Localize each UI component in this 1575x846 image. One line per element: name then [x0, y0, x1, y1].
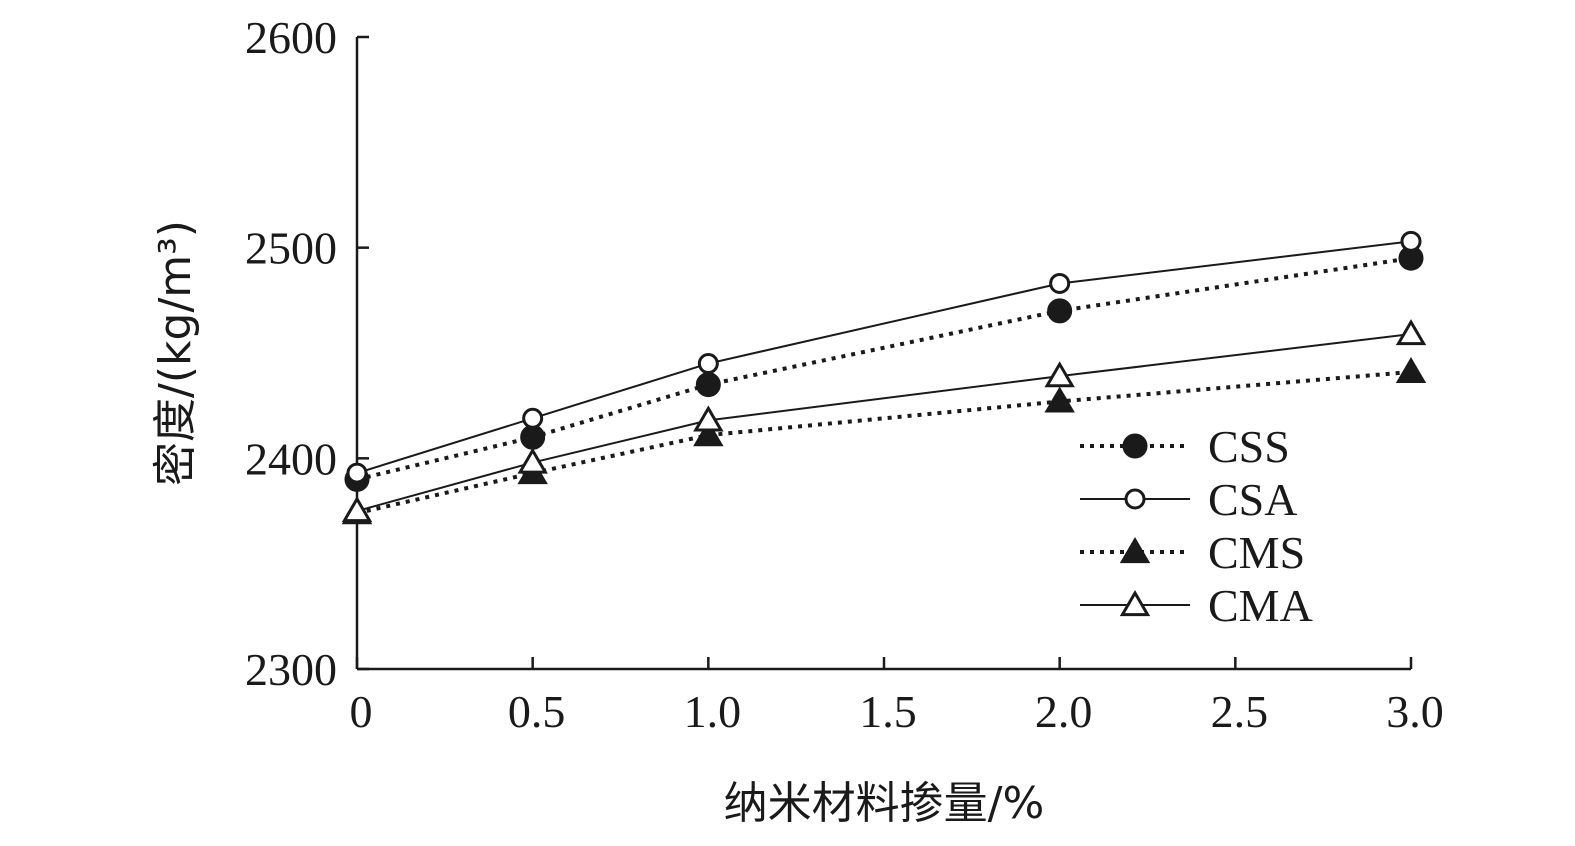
- triangle-filled-marker: [1395, 356, 1427, 384]
- circle-filled-marker: [1122, 433, 1148, 459]
- x-tick-label: 1.0: [684, 686, 742, 737]
- triangle-open-marker: [1395, 319, 1427, 346]
- series-cma: [341, 319, 1427, 523]
- triangle-filled-marker: [1044, 386, 1075, 413]
- triangle-open-marker: [341, 496, 373, 523]
- y-tick-label: 2600: [245, 12, 337, 63]
- triangle-filled-marker: [1119, 537, 1151, 564]
- circle-open-marker: [1049, 272, 1071, 294]
- triangle-filled-marker: [693, 420, 724, 447]
- x-tick-label: 2.0: [1035, 686, 1093, 737]
- circle-filled-marker: [1047, 298, 1073, 324]
- y-tick-label: 2300: [245, 644, 337, 695]
- x-tick-label: 0.5: [508, 686, 566, 737]
- y-axis-title: 密度/(kg/m³): [150, 220, 201, 486]
- circle-open-marker: [697, 353, 719, 375]
- circle-open-marker: [1400, 230, 1422, 252]
- triangle-open-marker: [1119, 590, 1151, 617]
- x-tick-label: 0: [350, 686, 373, 737]
- legend-label: CSS: [1208, 421, 1290, 472]
- series-layer: [341, 230, 1427, 525]
- series-line: [356, 256, 1412, 482]
- x-tick-label: 1.5: [859, 686, 917, 737]
- legend-item-csa: CSA: [1080, 474, 1297, 525]
- y-tick-label: 2500: [245, 223, 337, 274]
- series-csa: [346, 230, 1422, 484]
- legend-item-css: CSS: [1080, 421, 1290, 472]
- legend-item-cms: CMS: [1080, 527, 1305, 578]
- circle-open-marker: [346, 462, 368, 484]
- circle-open-marker: [1124, 488, 1146, 510]
- x-tick-label: 2.5: [1211, 686, 1269, 737]
- circle-filled-marker: [695, 372, 721, 398]
- triangle-open-marker: [693, 405, 724, 432]
- circle-filled-marker: [520, 424, 546, 450]
- x-tick-label: 3.0: [1386, 686, 1444, 737]
- legend-label: CMS: [1208, 527, 1305, 578]
- x-axis-title: 纳米材料掺量/%: [724, 778, 1045, 829]
- legend-item-cma: CMA: [1080, 580, 1313, 631]
- triangle-open-marker: [517, 447, 548, 474]
- circle-open-marker: [522, 407, 544, 429]
- legend-label: CMA: [1208, 580, 1313, 631]
- y-tick-label: 2400: [245, 433, 337, 484]
- triangle-open-marker: [1044, 361, 1075, 388]
- legend-label: CSA: [1208, 474, 1297, 525]
- axes: 2300 2400 2500 2600 0 0.5 1.0 1.5 2.0 2.5 3.0: [245, 12, 1444, 737]
- series-line: [356, 369, 1412, 516]
